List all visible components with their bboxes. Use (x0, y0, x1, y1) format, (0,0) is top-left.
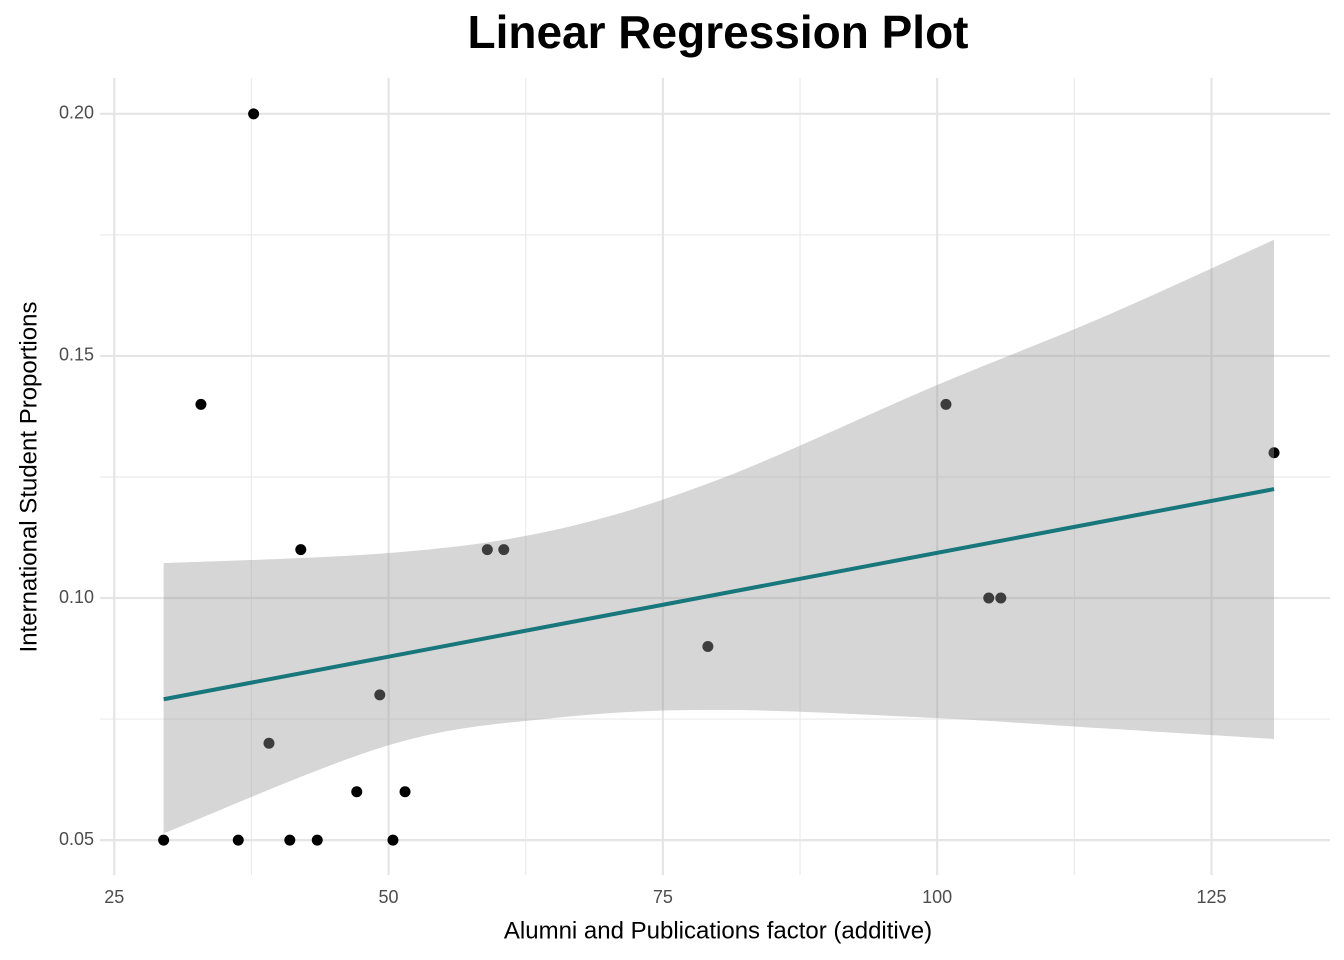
point (232, 834, 244, 846)
regression-line (163, 487, 1275, 702)
x-tick-label: 50 (379, 887, 399, 907)
point (311, 834, 323, 846)
point (158, 834, 170, 846)
point (351, 786, 363, 798)
point (195, 398, 207, 410)
y-tick-label: 0.20 (59, 103, 94, 123)
point (374, 689, 386, 701)
point (1268, 447, 1280, 459)
point (295, 544, 307, 556)
x-tick-label: 25 (104, 887, 124, 907)
chart-title: Linear Regression Plot (467, 6, 968, 58)
x-tick-label: 125 (1196, 887, 1226, 907)
y-tick-label: 0.05 (59, 829, 94, 849)
point (983, 592, 995, 604)
y-tick-label: 0.10 (59, 587, 94, 607)
y-axis-title: International Student Proportions (15, 302, 42, 653)
point (995, 592, 1007, 604)
point (387, 834, 399, 846)
point (284, 834, 296, 846)
y-tick-label: 0.15 (59, 345, 94, 365)
confidence-band (163, 239, 1275, 834)
x-tick-label: 100 (922, 887, 952, 907)
point (940, 398, 952, 410)
point (481, 544, 493, 556)
point (498, 544, 510, 556)
point (248, 108, 260, 120)
point (702, 640, 714, 652)
x-axis-title: Alumni and Publications factor (additive… (504, 917, 932, 944)
x-tick-label: 75 (653, 887, 673, 907)
point (399, 786, 411, 798)
point (263, 737, 275, 749)
